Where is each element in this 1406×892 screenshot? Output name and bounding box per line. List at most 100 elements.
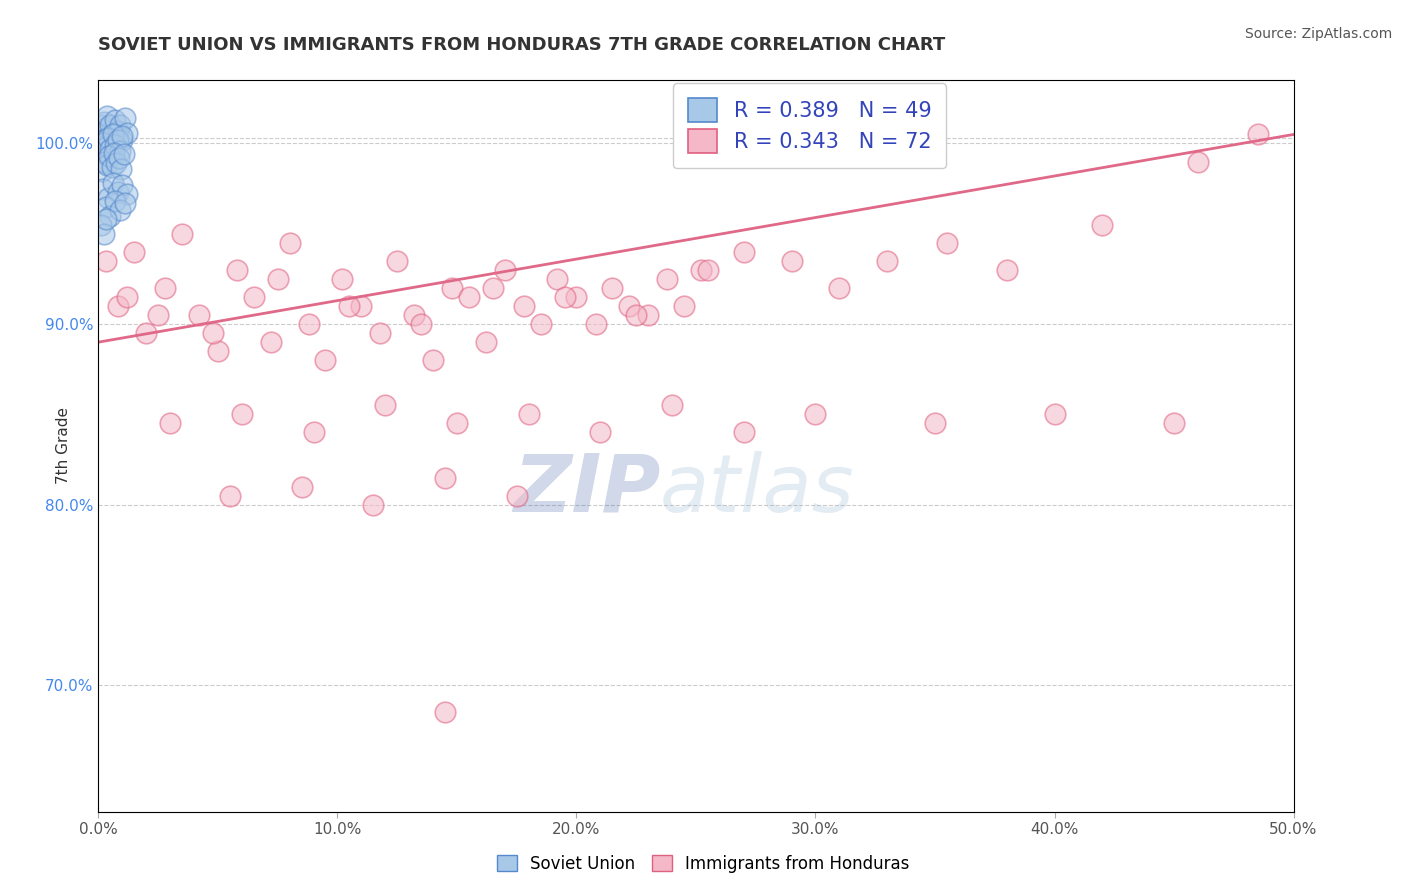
Point <box>231 408 253 422</box>
Point <box>187 308 209 322</box>
Point <box>94 200 117 214</box>
Point <box>315 353 337 368</box>
Point <box>661 398 683 412</box>
Point <box>936 235 959 250</box>
Point <box>108 144 131 158</box>
Point <box>101 128 124 142</box>
Point <box>97 131 120 145</box>
Point <box>374 398 396 412</box>
Point <box>90 128 112 142</box>
Point <box>94 131 117 145</box>
Point <box>93 115 115 129</box>
Point <box>91 181 114 195</box>
Point <box>626 308 648 322</box>
Point <box>1163 417 1185 431</box>
Point <box>115 187 138 202</box>
Point <box>97 191 120 205</box>
Point <box>96 158 118 172</box>
Point <box>733 425 755 440</box>
Point <box>124 244 146 259</box>
Point <box>172 227 194 241</box>
Point <box>219 489 242 503</box>
Point <box>111 133 134 147</box>
Legend: Soviet Union, Immigrants from Honduras: Soviet Union, Immigrants from Honduras <box>489 848 917 880</box>
Point <box>91 136 114 151</box>
Point <box>98 119 122 133</box>
Text: atlas: atlas <box>661 450 855 529</box>
Point <box>291 480 314 494</box>
Point <box>110 161 132 176</box>
Point <box>267 272 290 286</box>
Point <box>458 290 481 304</box>
Point <box>108 203 131 218</box>
Point <box>657 272 679 286</box>
Point <box>148 308 170 322</box>
Point <box>93 227 115 241</box>
Point <box>104 194 127 209</box>
Point <box>434 706 457 720</box>
Point <box>96 109 118 123</box>
Point <box>103 145 125 160</box>
Point <box>402 308 425 322</box>
Point <box>689 263 711 277</box>
Point <box>107 186 129 200</box>
Text: Source: ZipAtlas.com: Source: ZipAtlas.com <box>1244 27 1392 41</box>
Point <box>482 281 505 295</box>
Point <box>107 133 129 147</box>
Point <box>104 138 127 153</box>
Point <box>673 299 696 313</box>
Point <box>105 156 128 170</box>
Point <box>112 147 135 161</box>
Point <box>302 425 325 440</box>
Point <box>1187 154 1209 169</box>
Point <box>115 126 138 140</box>
Point <box>90 218 112 232</box>
Point <box>637 308 659 322</box>
Point <box>98 149 121 163</box>
Point <box>115 290 138 304</box>
Point <box>876 253 898 268</box>
Point <box>159 417 181 431</box>
Point <box>1043 408 1066 422</box>
Point <box>446 417 468 431</box>
Point <box>554 290 576 304</box>
Point <box>1247 128 1270 142</box>
Point <box>94 140 117 154</box>
Point <box>111 178 134 192</box>
Point <box>350 299 373 313</box>
Point <box>91 119 114 133</box>
Point <box>104 113 127 128</box>
Point <box>107 151 129 165</box>
Text: SOVIET UNION VS IMMIGRANTS FROM HONDURAS 7TH GRADE CORRELATION CHART: SOVIET UNION VS IMMIGRANTS FROM HONDURAS… <box>98 36 946 54</box>
Point <box>506 489 529 503</box>
Point <box>155 281 177 295</box>
Point <box>101 176 124 190</box>
Point <box>565 290 588 304</box>
Point <box>411 317 433 331</box>
Point <box>101 128 124 142</box>
Point <box>546 272 568 286</box>
Point <box>114 112 136 126</box>
Point <box>617 299 640 313</box>
Point <box>100 160 122 174</box>
Point <box>363 498 385 512</box>
Point <box>278 235 301 250</box>
Point <box>924 417 946 431</box>
Point <box>385 253 409 268</box>
Text: ZIP: ZIP <box>513 450 661 529</box>
Point <box>474 335 496 350</box>
Point <box>585 317 607 331</box>
Point <box>330 272 353 286</box>
Point <box>90 145 112 160</box>
Point <box>107 299 129 313</box>
Point <box>94 253 117 268</box>
Point <box>995 263 1018 277</box>
Point <box>441 281 464 295</box>
Point <box>804 408 827 422</box>
Point <box>298 317 321 331</box>
Point <box>589 425 612 440</box>
Point <box>111 129 134 144</box>
Point <box>494 263 516 277</box>
Point <box>98 209 122 223</box>
Point <box>114 196 136 211</box>
